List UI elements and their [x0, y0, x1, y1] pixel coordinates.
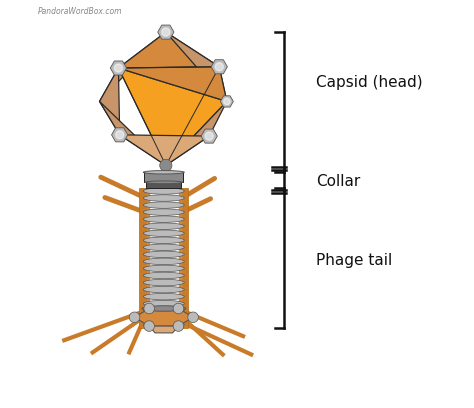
Ellipse shape [143, 308, 184, 314]
Ellipse shape [143, 237, 184, 244]
Ellipse shape [142, 306, 186, 311]
Ellipse shape [145, 288, 183, 291]
Text: Phage tail: Phage tail [316, 253, 392, 268]
Ellipse shape [143, 188, 184, 194]
Circle shape [144, 303, 155, 314]
Polygon shape [135, 308, 193, 326]
Ellipse shape [145, 266, 183, 271]
Ellipse shape [143, 286, 184, 293]
Ellipse shape [143, 272, 184, 279]
Ellipse shape [145, 238, 183, 242]
Polygon shape [211, 60, 228, 74]
Bar [181, 188, 188, 328]
Circle shape [162, 28, 170, 36]
Ellipse shape [143, 293, 184, 300]
Polygon shape [111, 128, 128, 142]
Text: PandoraWordBox.com: PandoraWordBox.com [38, 7, 122, 16]
Polygon shape [201, 129, 217, 143]
Polygon shape [100, 32, 166, 102]
Ellipse shape [143, 230, 184, 237]
Polygon shape [149, 326, 178, 333]
Polygon shape [166, 32, 227, 102]
Ellipse shape [145, 253, 183, 256]
Circle shape [144, 321, 155, 331]
Ellipse shape [143, 223, 184, 229]
Ellipse shape [145, 196, 183, 200]
Circle shape [224, 98, 230, 105]
Ellipse shape [145, 281, 183, 284]
Ellipse shape [145, 210, 183, 214]
Ellipse shape [145, 316, 183, 320]
Ellipse shape [145, 231, 183, 235]
Ellipse shape [145, 189, 183, 193]
Ellipse shape [143, 279, 184, 286]
Ellipse shape [143, 251, 184, 257]
Ellipse shape [143, 171, 184, 174]
Ellipse shape [143, 216, 184, 222]
Ellipse shape [145, 273, 183, 277]
Ellipse shape [143, 195, 184, 201]
Ellipse shape [145, 224, 183, 228]
Circle shape [173, 321, 184, 331]
Polygon shape [118, 68, 227, 165]
Polygon shape [220, 96, 233, 107]
Polygon shape [120, 135, 209, 165]
Ellipse shape [143, 265, 184, 272]
Circle shape [173, 303, 184, 314]
Ellipse shape [145, 259, 183, 263]
Ellipse shape [143, 322, 184, 328]
Ellipse shape [143, 258, 184, 265]
Ellipse shape [145, 217, 183, 221]
Ellipse shape [145, 302, 183, 306]
Circle shape [160, 159, 172, 171]
Ellipse shape [145, 295, 183, 299]
Circle shape [129, 312, 140, 323]
Text: Capsid (head): Capsid (head) [316, 75, 423, 89]
Ellipse shape [143, 244, 184, 251]
Circle shape [205, 132, 213, 140]
Polygon shape [118, 32, 219, 68]
Circle shape [215, 63, 223, 71]
Polygon shape [158, 25, 174, 39]
Bar [144, 172, 183, 182]
Ellipse shape [143, 300, 184, 307]
Polygon shape [166, 102, 227, 165]
Ellipse shape [145, 203, 183, 207]
Circle shape [188, 312, 199, 323]
Polygon shape [110, 61, 127, 75]
Ellipse shape [143, 202, 184, 208]
Polygon shape [100, 68, 120, 135]
Circle shape [114, 64, 122, 72]
Bar [146, 182, 182, 188]
Ellipse shape [145, 181, 182, 184]
Ellipse shape [143, 209, 184, 215]
Ellipse shape [143, 315, 184, 321]
Circle shape [116, 131, 124, 139]
Ellipse shape [145, 245, 183, 249]
Polygon shape [100, 102, 166, 165]
Polygon shape [118, 67, 227, 102]
Bar [139, 188, 147, 328]
Text: Collar: Collar [316, 174, 361, 189]
Ellipse shape [145, 323, 183, 327]
Ellipse shape [145, 309, 183, 313]
